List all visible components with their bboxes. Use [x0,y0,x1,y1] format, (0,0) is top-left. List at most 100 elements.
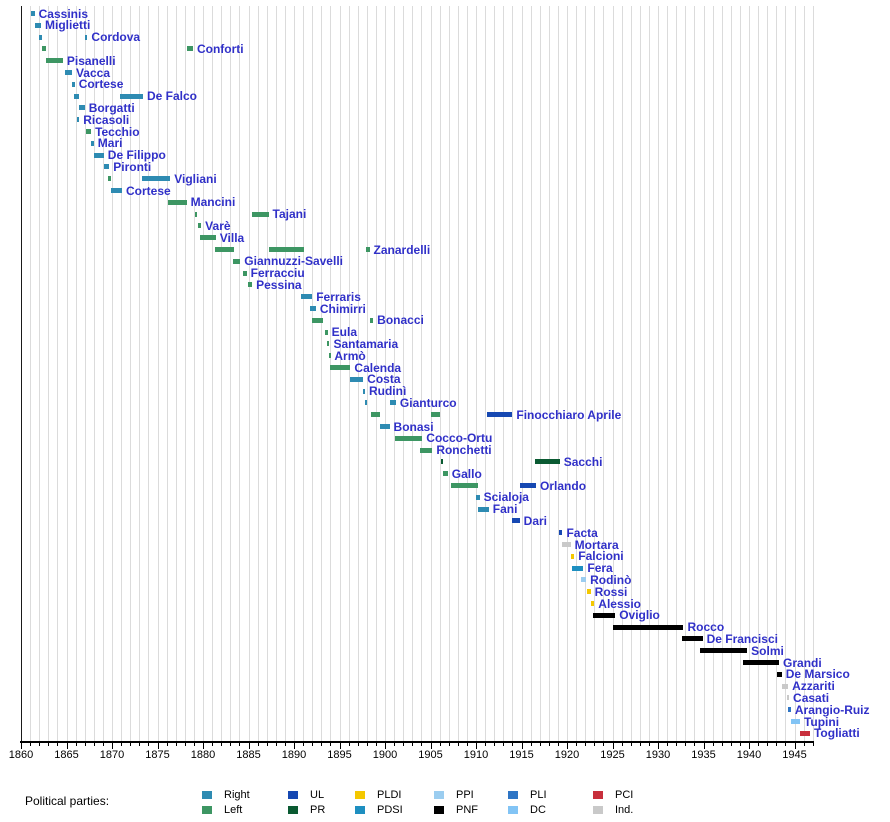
year-gridline [521,6,523,741]
x-axis-tick-label: 1930 [645,749,671,761]
minister-term-bar [243,270,247,276]
minister-term-bar [71,81,75,87]
minister-label: Pessina [256,277,302,292]
minister-label: Varè [205,218,231,233]
minister-term-bar [186,46,193,52]
minister-term-bar [142,176,171,182]
x-axis-minor-tick [439,743,441,746]
x-axis-minor-tick [139,743,141,746]
minister-term-bar [39,34,42,40]
minister-label: Casati [793,690,830,705]
year-gridline [84,6,86,741]
year-gridline [667,6,669,741]
minister-label: Miglietti [45,18,91,33]
legend-swatch-pci [593,791,603,799]
x-axis-minor-tick [639,743,641,746]
x-axis-minor-tick [266,743,268,746]
x-axis-minor-tick [585,743,587,746]
year-gridline [749,6,750,741]
minister-label: Borgatti [88,100,135,115]
minister-term-bar [558,530,563,536]
year-gridline [421,6,423,741]
minister-term-bar [570,553,575,559]
minister-label: Gallo [451,466,482,481]
x-axis-minor-tick [30,743,32,746]
minister-term-bar [108,176,112,182]
x-axis-major-tick [203,743,204,749]
year-gridline [721,6,723,741]
year-gridline [230,6,232,741]
x-axis-minor-tick [803,743,805,746]
x-axis-minor-tick [357,743,359,746]
minister-label: Villa [219,230,245,245]
year-gridline [612,6,614,741]
minister-label: Ricasoli [83,112,130,127]
x-axis-major-tick [339,743,341,749]
x-axis-major-tick [112,743,113,749]
minister-label: Mari [97,136,123,151]
minister-term-bar [419,447,433,453]
x-axis-minor-tick [212,743,214,746]
year-gridline [758,6,760,741]
legend-swatch-pnf [434,806,444,814]
minister-label: Eula [331,325,357,340]
x-axis-minor-tick [503,743,505,746]
x-axis-minor-tick [494,743,496,746]
x-axis-minor-tick [421,743,423,746]
x-axis-minor-tick [48,743,50,746]
x-axis-major-tick [294,743,295,749]
minister-term-bar [486,412,513,418]
year-gridline [585,6,587,741]
x-axis-tick-label: 1920 [554,749,580,761]
year-gridline [594,6,596,741]
x-axis-tick-label: 1895 [327,749,352,761]
year-gridline [403,6,405,741]
legend-label: Right [224,789,250,801]
minister-label: Rodinò [590,572,632,587]
minister-term-bar [194,211,197,217]
year-gridline [685,6,687,741]
x-axis-minor-tick [275,743,277,746]
legend-label: PNF [456,804,478,816]
year-gridline [394,6,396,741]
minister-term-bar [91,140,94,146]
x-axis-minor-tick [394,743,396,746]
x-axis-major-tick [658,743,659,749]
minister-label: Santamaria [333,336,399,351]
minister-term-bar [365,247,370,252]
x-axis-tick-label: 1910 [463,749,489,761]
x-axis-minor-tick [767,743,769,746]
x-axis-minor-tick [557,743,559,746]
year-gridline [494,6,496,741]
year-gridline [712,6,714,741]
minister-label: Vacca [75,65,110,80]
year-gridline [93,6,95,741]
legend-label: Ind. [615,804,634,816]
x-axis-major-tick [248,743,250,749]
year-gridline [348,6,350,741]
year-gridline [576,6,578,741]
minister-term-bar [111,188,122,193]
year-gridline [330,6,332,741]
legend-swatch-pdsi [355,806,365,814]
x-axis-minor-tick [758,743,760,746]
minister-label: Ronchetti [436,443,492,458]
x-axis-minor-tick [303,743,305,746]
x-axis-minor-tick [676,743,678,746]
x-axis-tick-label: 1860 [8,749,34,761]
year-gridline [439,6,441,741]
minister-label: Cassinis [38,6,88,21]
legend-label: PPI [456,789,474,801]
minister-term-bar [781,683,789,689]
x-axis-minor-tick [130,743,132,746]
x-axis-tick-label: 1905 [418,749,443,761]
minister-term-bar [326,341,330,347]
minister-term-bar [310,306,316,311]
minister-label: Fera [587,561,613,576]
year-gridline [203,6,204,741]
legend-label: PCI [615,789,634,801]
legend-swatch-pli [508,791,518,799]
minister-term-bar [443,471,448,477]
minister-label: Vigliani [174,171,217,186]
